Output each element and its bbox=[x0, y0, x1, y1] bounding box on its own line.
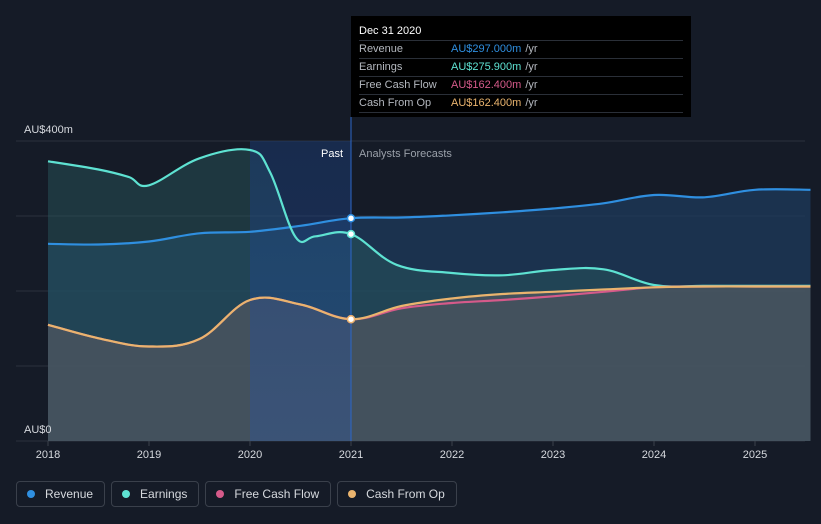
legend: Revenue Earnings Free Cash Flow Cash Fro… bbox=[16, 481, 457, 507]
tooltip-row-free-cash-flow: Free Cash Flow AU$162.400m /yr bbox=[359, 76, 683, 94]
legend-item-revenue[interactable]: Revenue bbox=[16, 481, 106, 507]
legend-item-earnings[interactable]: Earnings bbox=[111, 481, 200, 507]
legend-dot-icon bbox=[348, 490, 357, 498]
y-tick-label: AU$400m bbox=[24, 124, 73, 136]
area-cash-from-op bbox=[48, 286, 811, 441]
tooltip-value: AU$275.900m bbox=[451, 61, 522, 73]
x-tick-label: 2021 bbox=[339, 449, 363, 461]
x-tick-label: 2018 bbox=[36, 449, 60, 461]
x-tick-label: 2024 bbox=[642, 449, 666, 461]
tooltip-date: Dec 31 2020 bbox=[359, 25, 422, 37]
forecast-label: Analysts Forecasts bbox=[359, 148, 452, 160]
tooltip: Dec 31 2020 Revenue AU$297.000m /yr Earn… bbox=[351, 16, 691, 117]
tooltip-value: AU$162.400m bbox=[451, 97, 522, 109]
legend-dot-icon bbox=[27, 490, 35, 498]
x-tick-label: 2023 bbox=[541, 449, 565, 461]
tooltip-unit: /yr bbox=[525, 79, 538, 91]
legend-dot-icon bbox=[122, 490, 131, 498]
legend-item-cash-from-op[interactable]: Cash From Op bbox=[337, 481, 457, 507]
legend-dot-icon bbox=[216, 490, 225, 498]
y-tick-label: AU$0 bbox=[24, 424, 52, 436]
series-line-revenue bbox=[47, 188, 811, 246]
tooltip-label: Free Cash Flow bbox=[359, 79, 437, 91]
marker-cash-from-op bbox=[346, 314, 356, 324]
tooltip-unit: /yr bbox=[525, 43, 538, 55]
x-tick-label: 2022 bbox=[440, 449, 464, 461]
tooltip-row-earnings: Earnings AU$275.900m /yr bbox=[359, 58, 683, 76]
x-tick-label: 2025 bbox=[743, 449, 767, 461]
marker-earnings bbox=[346, 229, 356, 239]
marker-revenue bbox=[346, 214, 356, 223]
tooltip-label: Revenue bbox=[359, 43, 404, 55]
legend-label: Earnings bbox=[140, 487, 188, 501]
legend-item-free-cash-flow[interactable]: Free Cash Flow bbox=[205, 481, 332, 507]
legend-label: Revenue bbox=[45, 487, 94, 501]
tooltip-unit: /yr bbox=[525, 61, 538, 73]
x-tick-label: 2019 bbox=[137, 449, 161, 461]
tooltip-row-revenue: Revenue AU$297.000m /yr bbox=[359, 40, 683, 58]
tooltip-label: Earnings bbox=[359, 61, 403, 73]
legend-label: Cash From Op bbox=[366, 487, 445, 501]
tooltip-label: Cash From Op bbox=[359, 97, 432, 109]
series-line-cash-from-op bbox=[47, 285, 811, 348]
legend-label: Free Cash Flow bbox=[234, 487, 320, 501]
tooltip-row-cash-from-op: Cash From Op AU$162.400m /yr bbox=[359, 94, 683, 113]
past-label: Past bbox=[321, 148, 343, 160]
x-tick-label: 2020 bbox=[238, 449, 262, 461]
tooltip-value: AU$297.000m bbox=[451, 43, 522, 55]
tooltip-value: AU$162.400m bbox=[451, 79, 522, 91]
past-highlight bbox=[250, 141, 351, 441]
tooltip-unit: /yr bbox=[525, 97, 538, 109]
